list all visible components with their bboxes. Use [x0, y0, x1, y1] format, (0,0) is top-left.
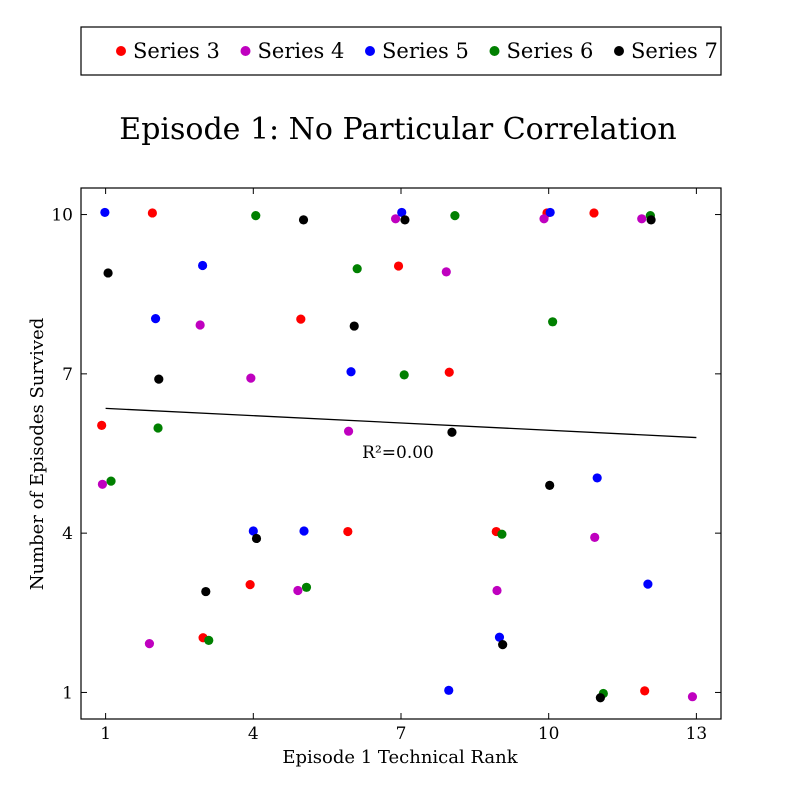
series-5 — [103, 215, 656, 703]
data-point — [246, 373, 256, 383]
legend-marker — [116, 46, 126, 56]
x-tick-label: 4 — [248, 724, 259, 744]
data-point — [545, 207, 555, 218]
data-point — [637, 214, 647, 224]
legend-marker — [240, 46, 251, 56]
data-point — [595, 693, 605, 703]
data-point — [343, 426, 354, 436]
legend-label: Series 4 — [258, 39, 345, 63]
data-point — [397, 207, 407, 218]
data-point — [352, 264, 362, 274]
data-point — [153, 423, 163, 433]
data-point — [103, 268, 113, 278]
data-point — [444, 367, 454, 377]
data-point — [590, 532, 600, 542]
data-point — [400, 215, 410, 225]
y-tick-label: 1 — [62, 683, 73, 703]
data-point — [589, 208, 599, 218]
data-point — [248, 526, 258, 536]
x-tick-label: 1 — [100, 724, 111, 744]
series-3 — [100, 207, 653, 695]
legend: Series 3 Series 4 Series 5 Series 6 Series 7 — [80, 26, 722, 76]
plot-area — [80, 187, 722, 720]
data-point — [201, 586, 211, 597]
data-point — [198, 260, 208, 271]
legend-label: Series 6 — [507, 39, 594, 63]
y-tick-label: 10 — [51, 206, 73, 226]
data-point — [251, 211, 261, 221]
data-point — [390, 214, 401, 224]
data-point — [245, 580, 255, 590]
data-point — [147, 208, 157, 218]
data-point — [640, 686, 650, 696]
legend-marker — [489, 46, 500, 56]
legend-label: Series 3 — [133, 39, 220, 63]
data-point — [548, 317, 558, 327]
data-point — [349, 321, 359, 331]
data-point — [97, 479, 108, 489]
legend-label: Series 5 — [382, 39, 469, 63]
data-point — [450, 211, 460, 221]
y-axis-label: Number of Episodes Survived — [27, 318, 48, 591]
data-point — [144, 638, 155, 649]
legend-marker — [614, 46, 624, 56]
data-point — [204, 635, 214, 646]
data-point — [687, 692, 698, 702]
data-point — [393, 261, 404, 271]
x-axis-label: Episode 1 Technical Rank — [282, 747, 518, 768]
data-point — [492, 585, 502, 596]
r-squared-annotation: R²=0.00 — [362, 443, 434, 463]
data-point — [298, 215, 309, 225]
data-point — [646, 215, 656, 225]
data-point — [106, 476, 116, 486]
data-point — [346, 367, 356, 377]
data-point — [539, 214, 549, 224]
x-tick-label: 7 — [396, 724, 407, 744]
legend-label: Series 7 — [631, 39, 718, 63]
data-point — [592, 473, 602, 483]
data-points — [97, 207, 698, 703]
y-tick-label: 7 — [62, 365, 73, 385]
data-point — [643, 579, 653, 589]
chart-title: Episode 1: No Particular Correlation — [119, 112, 676, 147]
data-point — [494, 632, 505, 642]
data-point — [399, 370, 409, 380]
data-point — [447, 427, 457, 437]
data-point — [545, 480, 555, 490]
series-4 — [106, 211, 655, 699]
data-point — [299, 526, 309, 536]
trendline-group — [105, 407, 697, 439]
x-tick-label: 13 — [686, 724, 708, 744]
trendline — [105, 407, 697, 439]
data-point — [195, 320, 205, 330]
data-point — [293, 585, 303, 596]
data-point — [251, 533, 262, 544]
series-2 — [97, 214, 698, 702]
data-point — [150, 314, 161, 324]
data-point — [497, 529, 507, 539]
data-point — [296, 314, 306, 324]
data-point — [97, 420, 107, 430]
legend-marker — [365, 46, 375, 56]
data-point — [100, 207, 110, 218]
data-point — [343, 526, 353, 537]
data-point — [498, 640, 508, 650]
axis-ticks: 1 4 7 10 13 1 4 7 10 — [51, 188, 721, 744]
data-point — [301, 582, 312, 592]
data-point — [154, 374, 164, 384]
x-tick-label: 10 — [538, 724, 560, 744]
y-tick-label: 4 — [62, 524, 73, 544]
data-point — [444, 685, 454, 695]
data-point — [441, 267, 451, 277]
